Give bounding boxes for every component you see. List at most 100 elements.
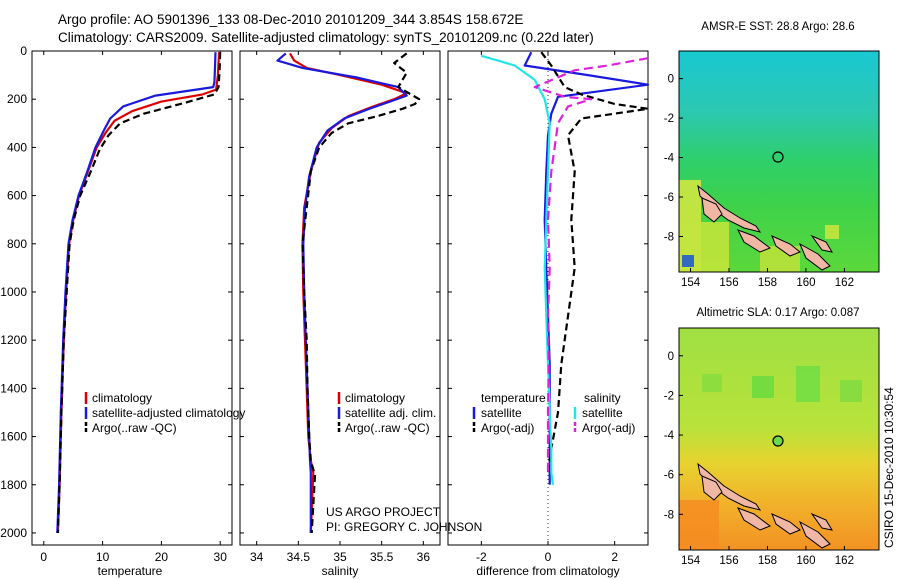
map-y-tick-label: -2	[664, 113, 674, 125]
island-solomons-2	[771, 235, 801, 257]
x-tick-label: -2	[476, 550, 487, 564]
map-y-tick-label: -8	[664, 509, 674, 521]
sst-patch	[701, 222, 729, 272]
depth-tick-label: 1400	[0, 381, 27, 395]
x-tick-label: 0	[40, 550, 47, 564]
map-x-tick-label: 158	[758, 277, 777, 289]
sst-map-frame	[678, 50, 880, 273]
depth-tick-label: 0	[20, 44, 27, 58]
temperature-plot-frame	[31, 50, 233, 546]
sst-warm-patches	[679, 180, 839, 272]
salinity-xlabel: salinity	[322, 564, 359, 578]
map-y-tick-label: -2	[664, 390, 674, 402]
sst-map-title: AMSR-E SST: 28.8 Argo: 28.6	[701, 21, 854, 33]
legend-label-temp-argo: Argo(-adj)	[481, 421, 534, 435]
x-tick-label: 2	[611, 550, 618, 564]
map-x-tick-label: 162	[835, 555, 854, 567]
x-tick-label: 35	[333, 550, 347, 564]
sla-map-ticks: 154 156 158 160 162 0 -2 -4 -6 -8	[664, 351, 854, 567]
map-x-tick-label: 154	[681, 555, 701, 567]
map-y-tick-label: -4	[664, 430, 675, 442]
series-line-sal-satellite	[480, 54, 555, 485]
legend-label-argo: Argo(..raw -QC)	[345, 421, 430, 435]
legend-label-temp-satellite: satellite	[481, 406, 522, 420]
depth-tick-label: 1800	[0, 478, 27, 492]
series-line-satellite	[276, 52, 408, 533]
map-y-tick-label: 0	[668, 351, 674, 363]
side-timestamp-label: CSIRO 15-Dec-2010 10:30:54	[882, 387, 896, 548]
series-line-sal-argo	[533, 57, 649, 473]
island-new-britain	[701, 197, 723, 223]
map-x-tick-label: 154	[681, 277, 701, 289]
map-y-tick-label: 0	[668, 74, 674, 86]
series-line-temp-argo	[540, 51, 650, 473]
difference-lines	[480, 51, 650, 485]
project-note-line-2: PI: GREGORY C. JOHNSON	[326, 520, 482, 534]
sla-argo-marker	[772, 435, 784, 447]
salinity-legend: climatology satellite adj. clim. Argo(..…	[337, 391, 436, 435]
project-note-line-1: US ARGO PROJECT	[326, 505, 441, 519]
island-new-britain	[701, 475, 723, 501]
depth-axis: 0 200 400 600 800 1000 1200 1400 1600 1800 2000	[0, 44, 27, 540]
salinity-lines	[276, 52, 421, 534]
map-y-tick-label: -6	[664, 192, 674, 204]
sla-coastline	[697, 462, 834, 549]
depth-tick-label: 1600	[0, 430, 27, 444]
map-x-tick-label: 158	[758, 555, 777, 567]
series-line-climatology	[289, 52, 408, 534]
map-x-tick-label: 160	[796, 277, 815, 289]
sla-patches	[679, 366, 862, 550]
depth-tick-label: 2000	[0, 526, 27, 540]
sst-map-panel: AMSR-E SST: 28.8 Argo: 28.6 154 156 158 160…	[664, 21, 880, 289]
x-tick-label: 20	[155, 550, 169, 564]
map-y-tick-label: -8	[664, 231, 674, 243]
header-line-2: Climatology: CARS2009. Satellite-adjuste…	[58, 30, 594, 45]
island-solomons-2	[771, 513, 801, 535]
map-x-tick-label: 160	[796, 555, 815, 567]
sst-argo-marker	[772, 151, 784, 163]
x-tick-label: 35.5	[370, 550, 394, 564]
legend-label-sal-satellite: satellite	[582, 406, 623, 420]
legend-label-satellite: satellite adj. clim.	[345, 406, 436, 420]
island-solomons-1	[736, 507, 772, 531]
series-line-satellite	[56, 52, 217, 534]
depth-tick-label: 1000	[0, 285, 27, 299]
difference-ticks: -2 0 2	[448, 50, 648, 564]
series-line-argo	[56, 52, 222, 534]
salinity-ticks: 34 34.5 35 35.5 36	[240, 50, 440, 564]
series-line-argo	[301, 52, 421, 534]
x-tick-label: 0	[545, 550, 552, 564]
x-tick-label: 34	[250, 550, 264, 564]
sst-map-ticks: 154 156 158 160 162 0 -2 -4 -6 -8	[664, 74, 854, 289]
difference-xlabel: difference from climatology	[476, 564, 619, 578]
legend-label-climatology: climatology	[92, 391, 152, 405]
x-tick-label: 34.5	[287, 550, 311, 564]
island-solomons-3	[798, 520, 831, 549]
depth-tick-label: 200	[7, 92, 27, 106]
difference-legend: temperature salinity satellite Argo(-adj…	[472, 391, 635, 435]
sla-patch	[702, 374, 722, 392]
legend-label-climatology: climatology	[345, 391, 405, 405]
legend-title-salinity: salinity	[584, 391, 621, 405]
temperature-panel: 0 10 20 30 temperature climatology satellit…	[31, 50, 245, 578]
series-line-climatology	[56, 52, 221, 534]
map-y-tick-label: -4	[664, 153, 675, 165]
sla-patch	[679, 500, 719, 550]
sst-patch	[679, 180, 701, 272]
depth-tick-label: 400	[7, 140, 27, 154]
difference-panel: -2 0 2 difference from climatology tempera…	[447, 50, 650, 578]
legend-title-temperature: temperature	[481, 391, 546, 405]
island-solomons-3	[798, 242, 831, 271]
island-solomons-4	[810, 234, 834, 253]
legend-label-sal-argo: Argo(-adj)	[582, 421, 635, 435]
salinity-plot-frame	[239, 50, 441, 546]
x-tick-label: 10	[96, 550, 110, 564]
map-x-tick-label: 156	[719, 555, 738, 567]
sla-patch	[840, 380, 862, 402]
sla-patch	[796, 366, 820, 402]
island-solomons-4	[810, 512, 834, 531]
x-tick-label: 30	[214, 550, 228, 564]
temperature-legend: climatology satellite-adjusted climatolo…	[84, 391, 245, 435]
map-x-tick-label: 162	[835, 277, 854, 289]
